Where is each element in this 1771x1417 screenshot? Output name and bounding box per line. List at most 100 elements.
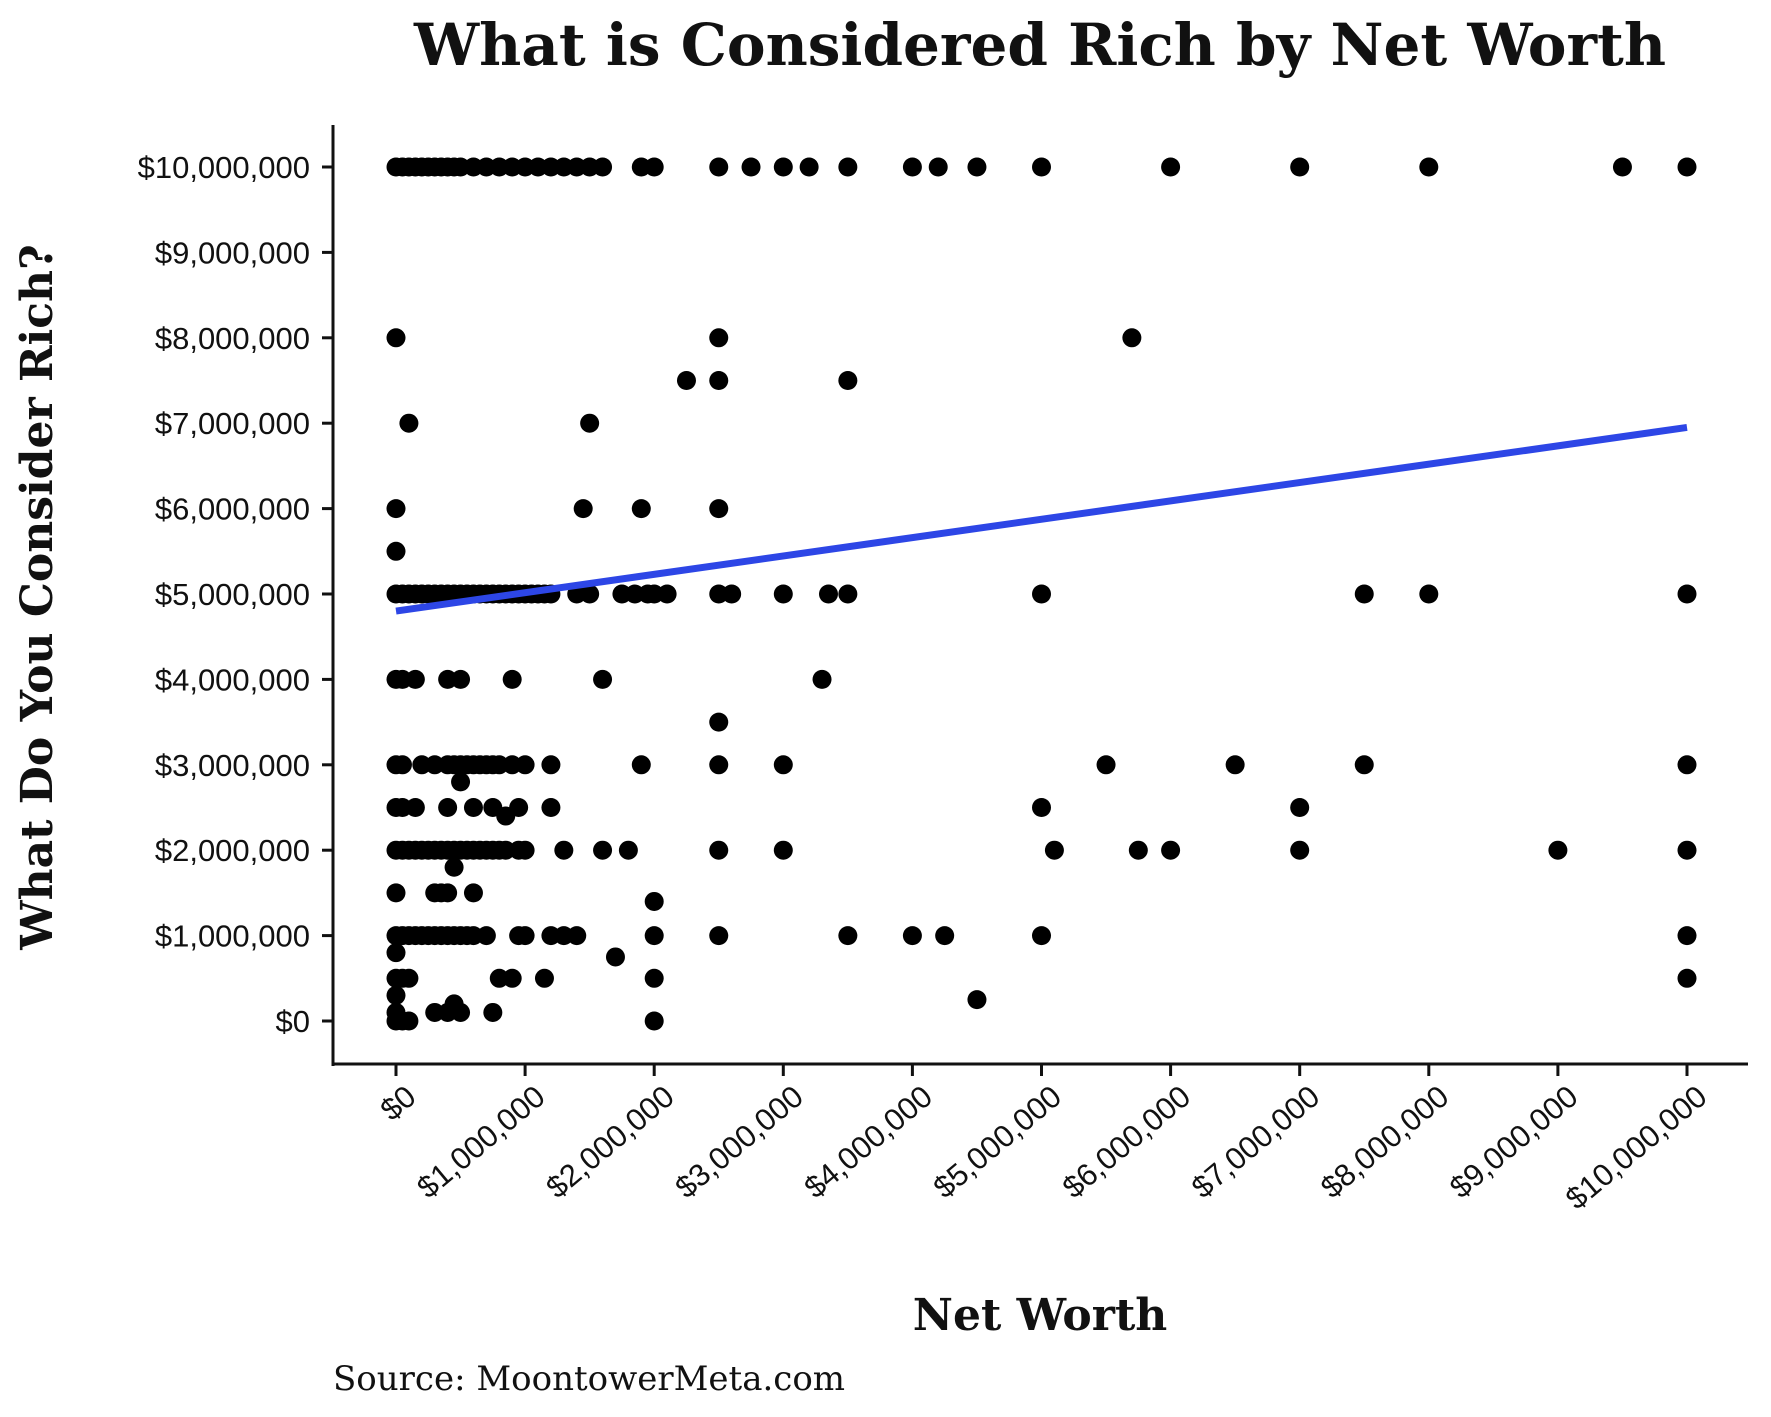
data-point — [709, 157, 729, 177]
data-point — [386, 985, 406, 1005]
data-point — [1419, 157, 1439, 177]
data-point — [593, 669, 613, 689]
data-point — [618, 840, 638, 860]
data-point — [386, 541, 406, 561]
y-axis-label: What Do You Consider Rich? — [12, 244, 63, 951]
data-point — [1096, 755, 1116, 775]
data-point — [773, 157, 793, 177]
data-point — [580, 584, 600, 604]
data-point — [593, 157, 613, 177]
data-point — [399, 968, 419, 988]
y-tick-label: $7,000,000 — [155, 406, 310, 441]
data-point — [451, 1002, 471, 1022]
data-point — [902, 926, 922, 946]
data-point — [502, 669, 522, 689]
data-point — [451, 772, 471, 792]
data-point — [838, 926, 858, 946]
data-point — [838, 157, 858, 177]
data-point — [515, 926, 535, 946]
data-point — [438, 798, 458, 817]
y-axis-ticks: $0 $1,000,000 $2,000,000 $3,000,000 $4,000,0… — [138, 150, 333, 1039]
data-point — [515, 840, 535, 860]
data-point — [928, 157, 948, 177]
data-point — [1548, 840, 1568, 860]
data-point — [838, 371, 858, 390]
data-point — [799, 157, 819, 177]
data-point — [392, 755, 412, 775]
data-point — [515, 755, 535, 775]
data-point — [483, 1002, 503, 1022]
data-point — [541, 755, 561, 775]
data-point — [1290, 798, 1310, 817]
data-point — [1032, 584, 1051, 604]
y-tick-label: $3,000,000 — [155, 748, 310, 783]
data-point — [935, 926, 955, 946]
data-point — [1122, 328, 1142, 348]
source-note: Source: MoontowerMeta.com — [333, 1359, 845, 1399]
data-point — [593, 840, 613, 860]
x-axis-label: Net Worth — [913, 1290, 1168, 1341]
data-point — [709, 328, 729, 348]
data-point — [838, 584, 858, 604]
data-point — [812, 669, 832, 689]
data-point — [773, 840, 793, 860]
data-point — [1677, 840, 1697, 860]
data-point — [709, 755, 729, 775]
data-point — [438, 883, 458, 903]
data-point — [1677, 584, 1697, 604]
data-point — [496, 806, 516, 826]
data-point — [1225, 755, 1245, 775]
data-point — [644, 157, 664, 177]
data-point — [773, 755, 793, 775]
data-point — [773, 584, 793, 604]
data-point — [1612, 157, 1632, 177]
data-point — [709, 712, 729, 732]
data-point — [644, 1011, 664, 1031]
data-point — [476, 926, 496, 946]
y-tick-label: $2,000,000 — [155, 833, 310, 868]
data-point — [605, 947, 625, 967]
y-tick-label: $8,000,000 — [155, 321, 310, 356]
data-point — [644, 891, 664, 911]
data-point — [444, 857, 464, 877]
data-point — [1032, 798, 1051, 817]
y-tick-label: $10,000,000 — [138, 150, 310, 185]
data-point — [1354, 584, 1374, 604]
data-point — [902, 157, 922, 177]
chart-title: What is Considered Rich by Net Worth — [413, 11, 1666, 79]
data-point — [554, 840, 574, 860]
data-point — [1290, 157, 1310, 177]
data-point — [631, 499, 651, 519]
data-point — [709, 840, 729, 860]
data-point — [463, 883, 483, 903]
data-point — [386, 328, 406, 348]
trendline-group — [395, 424, 1688, 615]
data-point — [967, 157, 987, 177]
data-point — [580, 413, 600, 433]
data-point — [1419, 584, 1439, 604]
data-point — [1677, 157, 1697, 177]
data-point — [463, 798, 483, 817]
data-point — [741, 157, 761, 177]
data-point — [644, 926, 664, 946]
y-tick-label: $5,000,000 — [155, 577, 310, 612]
data-point — [502, 968, 522, 988]
data-point — [386, 883, 406, 903]
data-point — [818, 584, 838, 604]
data-point — [399, 1011, 419, 1031]
data-point — [1677, 926, 1697, 946]
data-point — [1677, 968, 1697, 988]
data-point — [709, 926, 729, 946]
data-point — [1677, 755, 1697, 775]
data-point — [709, 371, 729, 390]
data-point — [1161, 840, 1181, 860]
data-point — [631, 755, 651, 775]
data-point — [709, 499, 729, 519]
data-point — [567, 926, 587, 946]
trend-line — [395, 424, 1688, 615]
data-point — [451, 669, 471, 689]
data-point — [722, 584, 742, 604]
